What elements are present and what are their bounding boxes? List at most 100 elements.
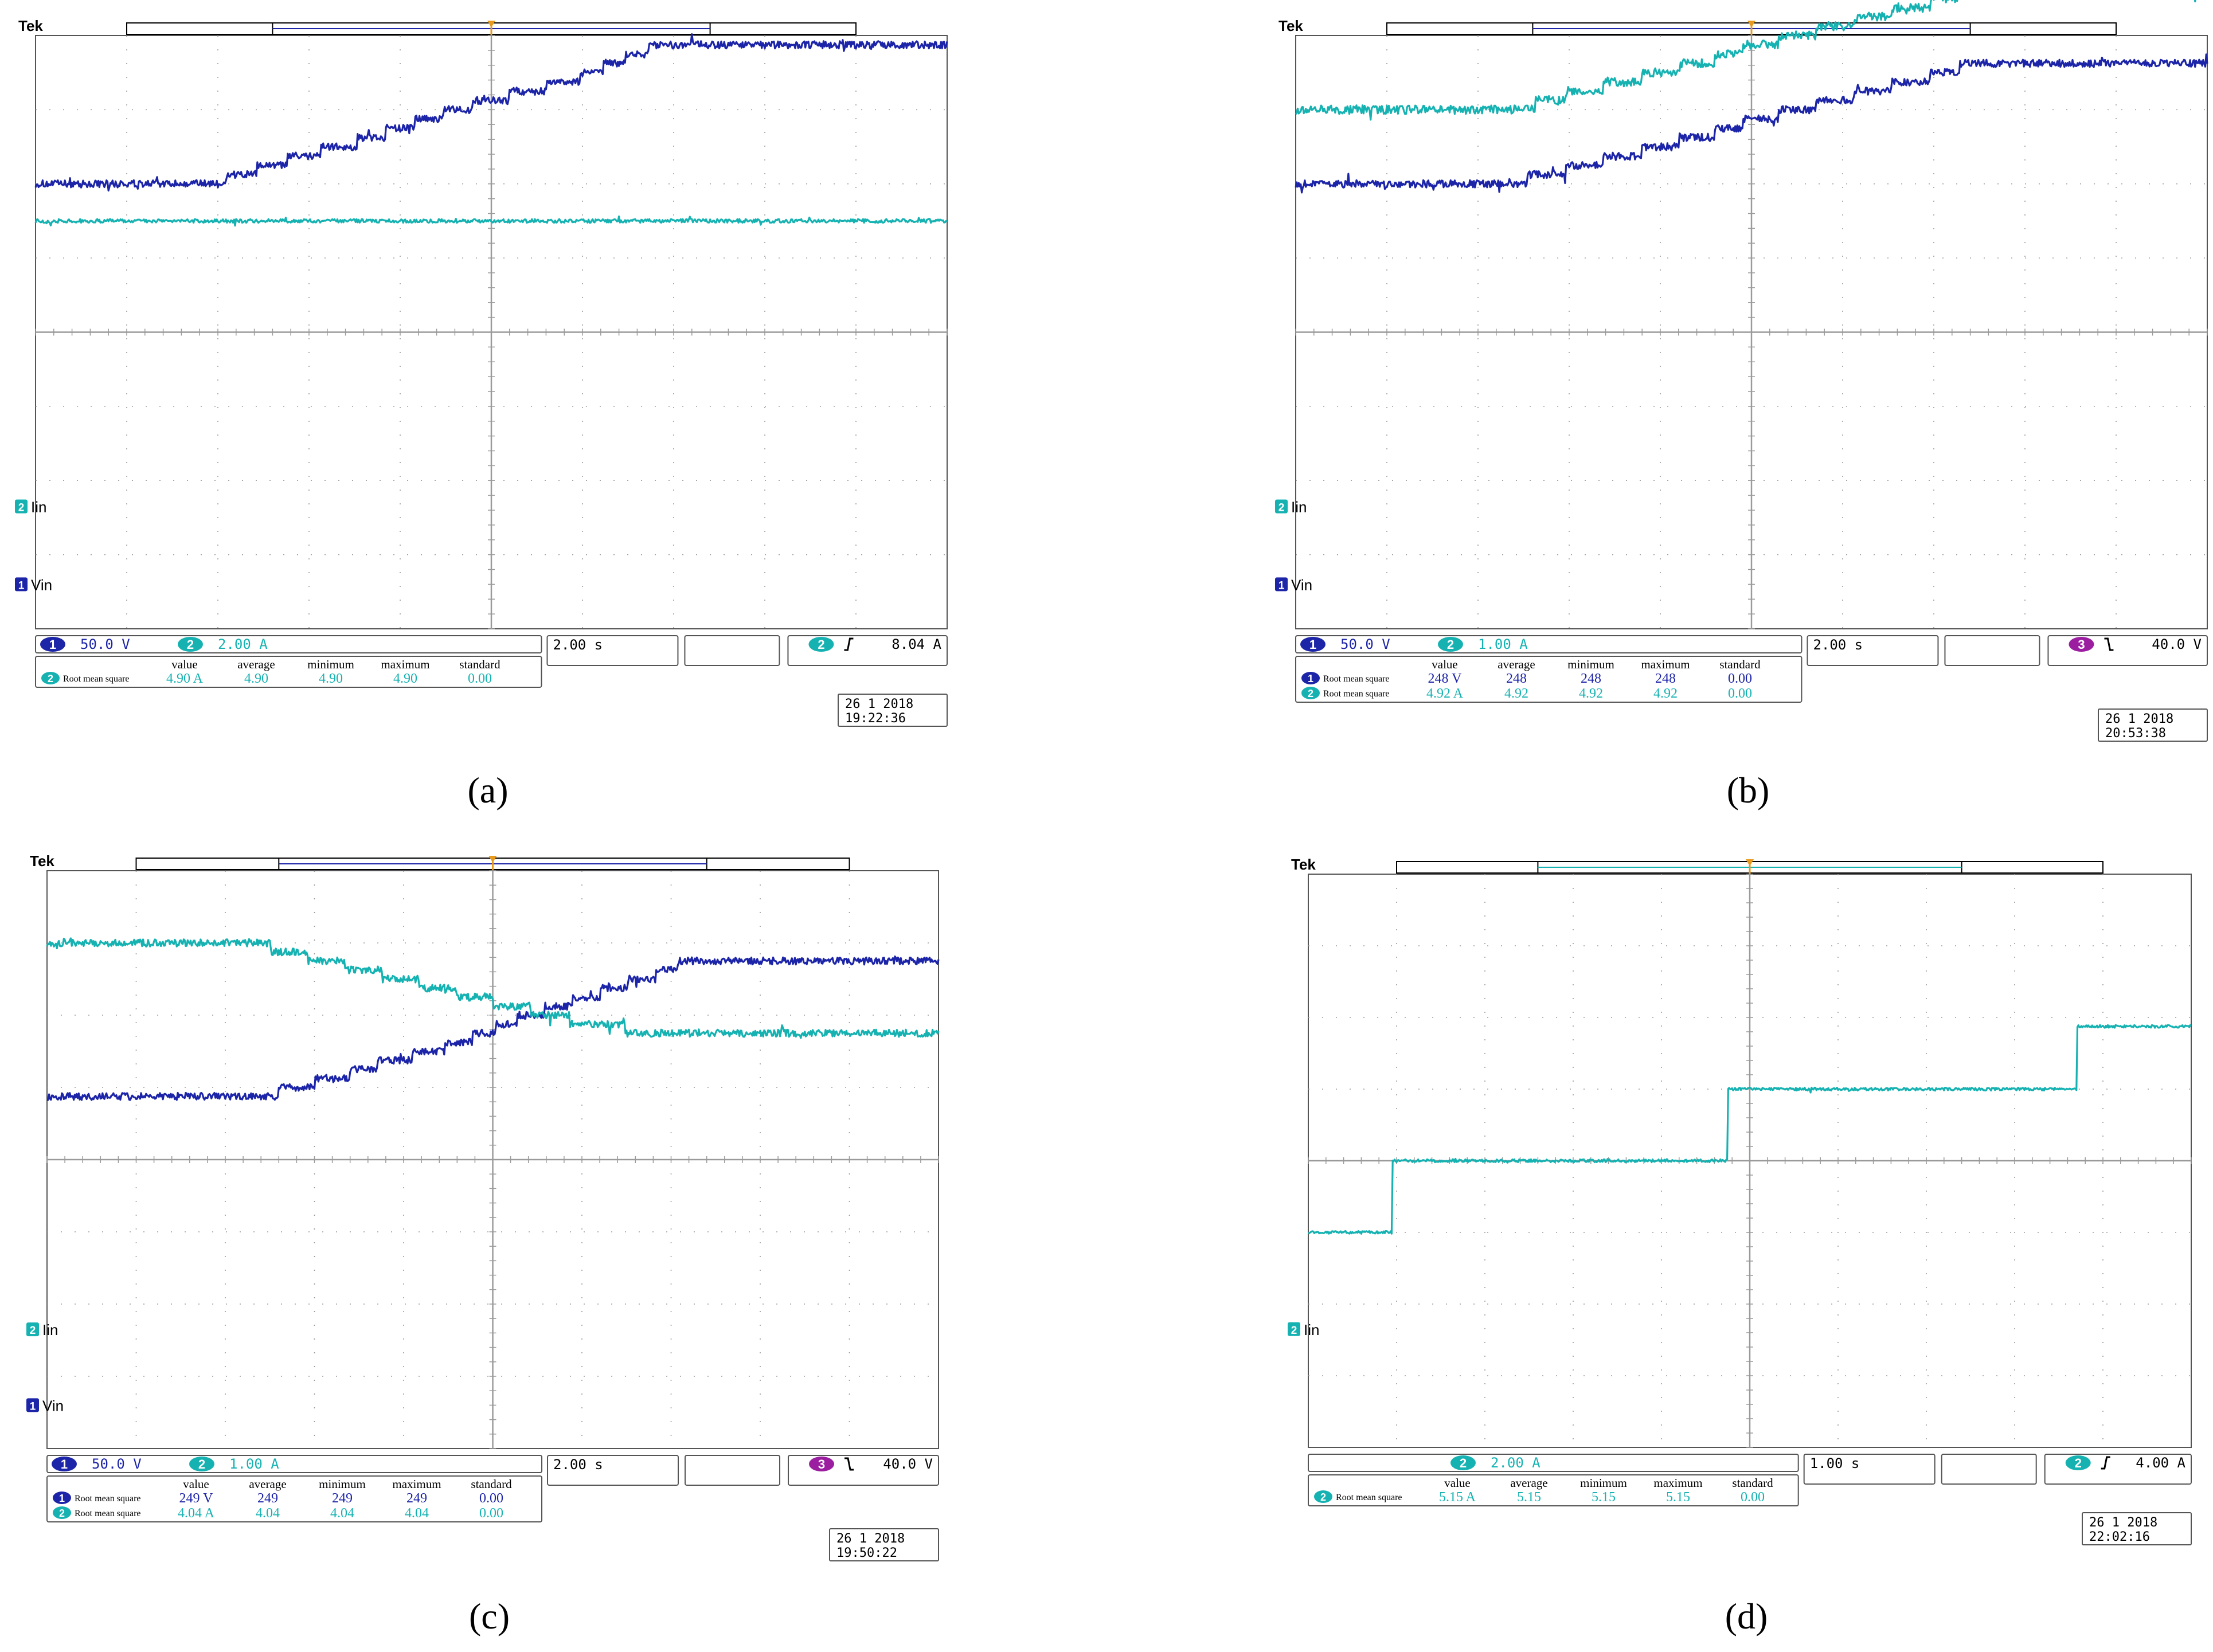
ch2-marker-box xyxy=(26,1322,39,1337)
ch2-scale-badge xyxy=(1438,637,1463,652)
meas-value: 0.00 xyxy=(479,1506,503,1521)
meas-value: 0.00 xyxy=(468,671,492,686)
date-label: 26 1 2018 xyxy=(845,697,913,711)
ch2-scale-value: 2.00 A xyxy=(218,636,268,652)
trigger-source-number: 2 xyxy=(2075,1456,2082,1470)
ch2-marker-number: 2 xyxy=(1291,1325,1297,1337)
scope-screen: Tek 2 Iin 1 Vin 1 50.0 V 2 2.00 A 2.00 s 2 8.04 A va… xyxy=(15,17,948,811)
trigger-position-icon xyxy=(488,856,497,863)
graticule xyxy=(35,35,948,629)
ch2-ground-marker[interactable]: 2 Iin xyxy=(15,499,46,516)
channel-scale-box[interactable] xyxy=(1308,1454,1799,1472)
scope-screen: Tek 2 Iin 1 Vin 1 50.0 V 2 1.00 A 2.00 s 3 40.0 V va… xyxy=(26,852,940,1637)
timebase-box[interactable] xyxy=(1807,635,1939,666)
meas-channel-number: 1 xyxy=(1308,673,1313,684)
waveform-vin xyxy=(1295,53,2208,194)
trigger-position-icon xyxy=(1746,859,1754,866)
ch2-ground-marker[interactable]: 2 Iin xyxy=(1288,1321,1319,1338)
meas-value: 4.04 xyxy=(405,1506,429,1521)
meas-value: 4.92 xyxy=(1504,686,1528,701)
ch1-marker-number: 1 xyxy=(1278,580,1285,592)
meas-label: Root mean square xyxy=(1336,1493,1402,1502)
record-length-bar xyxy=(1386,21,2117,36)
brand-label: Tek xyxy=(1278,17,1303,34)
ch2-ground-marker[interactable]: 2 Iin xyxy=(1275,499,1307,516)
scope-screen: Tek 2 Iin 1 Vin 1 50.0 V 2 1.00 A 2.00 s 3 40.0 V va… xyxy=(1275,0,2208,811)
channel-scale-box[interactable] xyxy=(1295,635,1803,653)
meas-value: 4.04 xyxy=(256,1506,280,1521)
ch2-scale-value: 1.00 A xyxy=(1478,636,1528,652)
date-label: 26 1 2018 xyxy=(2105,712,2173,726)
ch2-scale-badge xyxy=(189,1457,214,1471)
meas-value: 248 xyxy=(1581,671,1601,686)
ch2-scale-number: 2 xyxy=(187,637,194,652)
timebase-box[interactable] xyxy=(1803,1454,1936,1485)
meas-label: Root mean square xyxy=(1323,689,1390,699)
ch2-marker-box xyxy=(1288,1322,1300,1336)
waveform-iin xyxy=(1295,0,2196,121)
trigger-source-badge xyxy=(2065,1455,2091,1470)
timebase-box[interactable] xyxy=(547,1455,679,1486)
delay-box[interactable] xyxy=(1944,635,2040,666)
ch1-ground-marker[interactable]: 1 Vin xyxy=(15,576,52,593)
measurement-table xyxy=(35,656,542,688)
meas-value: 5.15 xyxy=(1592,1490,1616,1505)
meas-value: 4.90 A xyxy=(166,671,204,686)
meas-value: 4.90 xyxy=(393,671,417,686)
ch2-scale-badge xyxy=(178,637,203,652)
ch1-ground-marker[interactable]: 1 Vin xyxy=(26,1397,64,1414)
meas-value: 0.00 xyxy=(479,1491,503,1506)
ch2-scale-value: 1.00 A xyxy=(229,1456,279,1472)
trigger-level: 40.0 V xyxy=(2152,636,2202,652)
ch1-name: Vin xyxy=(1291,576,1312,593)
ch2-marker-number: 2 xyxy=(30,1325,36,1337)
brand-label: Tek xyxy=(30,852,54,870)
measurement-table xyxy=(1308,1474,1799,1506)
meas-header-maximum: maximum xyxy=(1641,657,1690,671)
scope-panel-c: Tek 2 Iin 1 Vin 1 50.0 V 2 1.00 A 2.00 s 3 40.0 V va… xyxy=(0,826,1106,1652)
meas-value: 5.15 xyxy=(1666,1490,1690,1505)
meas-value: 0.00 xyxy=(1728,686,1752,701)
ch1-ground-marker[interactable]: 1 Vin xyxy=(1275,576,1312,593)
date-label: 26 1 2018 xyxy=(836,1532,905,1546)
waveform-vin xyxy=(34,33,948,192)
ch2-scale-value: 2.00 A xyxy=(1491,1455,1541,1471)
meas-header-average: average xyxy=(1498,657,1535,671)
graticule xyxy=(1308,874,2192,1448)
ch2-ground-marker[interactable]: 2 Iin xyxy=(26,1321,58,1338)
meas-channel-badge xyxy=(1314,1490,1332,1503)
meas-label: Root mean square xyxy=(75,1509,141,1518)
meas-channel-badge xyxy=(41,672,60,684)
channel-scale-box[interactable] xyxy=(35,635,542,653)
datetime-box xyxy=(2098,708,2208,742)
delay-box[interactable] xyxy=(1941,1454,2037,1485)
datetime-box xyxy=(2082,1512,2192,1545)
timebase-box[interactable] xyxy=(546,635,679,666)
delay-box[interactable] xyxy=(685,1455,781,1486)
meas-value: 249 V xyxy=(179,1491,214,1506)
readout-bar: 1 50.0 V 2 1.00 A 2.00 s 3 40.0 V value average m… xyxy=(1295,635,2208,742)
meas-header-maximum: maximum xyxy=(1653,1476,1702,1490)
ch2-marker-box xyxy=(15,499,28,514)
ch2-name: Iin xyxy=(1304,1321,1319,1338)
meas-value: 4.04 A xyxy=(178,1506,215,1521)
date-label: 26 1 2018 xyxy=(2089,1516,2157,1530)
ch1-scale-number: 1 xyxy=(49,637,56,652)
meas-value: 4.92 xyxy=(1653,686,1678,701)
channel-scale-box[interactable] xyxy=(46,1455,543,1473)
ch2-scale-number: 2 xyxy=(198,1457,205,1471)
readout-bar: 1 50.0 V 2 2.00 A 2.00 s 2 8.04 A value average m… xyxy=(35,635,948,727)
waveform-iin xyxy=(1307,1024,2192,1235)
ch2-scale-number: 2 xyxy=(1447,637,1454,652)
ch2-scale-number: 2 xyxy=(1460,1456,1467,1470)
ch1-scale-badge xyxy=(40,637,65,652)
timebase-value: 2.00 s xyxy=(1813,637,1863,653)
delay-box[interactable] xyxy=(684,635,780,666)
time-label: 19:50:22 xyxy=(836,1546,897,1560)
meas-channel-badge xyxy=(53,1492,71,1504)
timebase-value: 2.00 s xyxy=(553,637,603,653)
meas-channel-badge xyxy=(1301,672,1320,684)
waveform-vin xyxy=(46,955,940,1101)
panel-caption: (b) xyxy=(1727,770,1770,811)
trigger-source-number: 3 xyxy=(818,1457,825,1471)
